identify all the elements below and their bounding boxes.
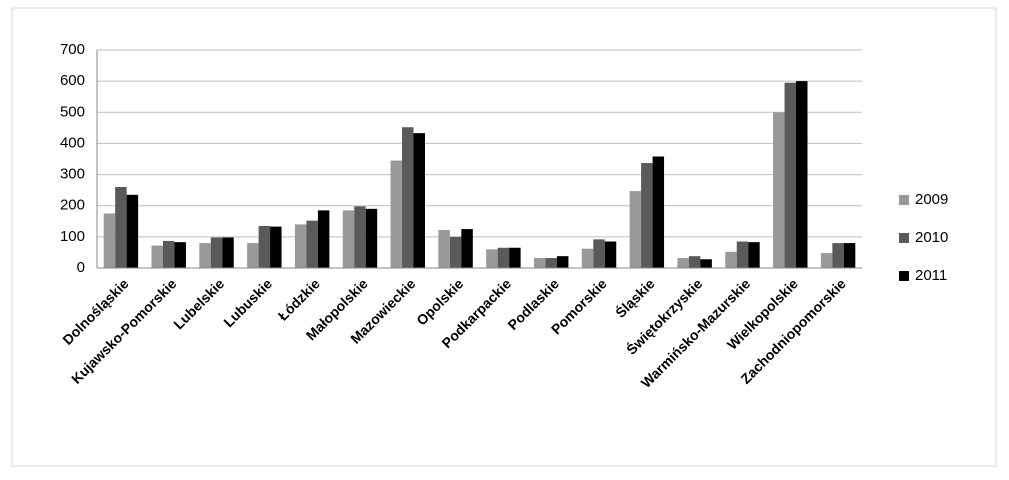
y-tick-label: 500 xyxy=(60,103,85,120)
bar xyxy=(270,226,282,268)
bar xyxy=(796,81,808,269)
legend-swatch xyxy=(899,271,909,281)
bar xyxy=(199,243,211,268)
bar xyxy=(151,245,163,268)
bar xyxy=(784,82,797,268)
bar xyxy=(688,256,701,268)
legend-label: 2011 xyxy=(915,267,947,284)
y-tick-label: 0 xyxy=(77,259,85,276)
y-tick-label: 300 xyxy=(60,166,85,183)
bar xyxy=(652,156,665,268)
legend-label: 2009 xyxy=(915,191,948,208)
bar xyxy=(174,242,186,268)
bar xyxy=(581,248,594,268)
bar xyxy=(534,258,546,268)
bar xyxy=(593,239,605,268)
bar xyxy=(497,247,510,268)
bar xyxy=(700,259,712,268)
y-tick-label: 200 xyxy=(60,197,85,214)
bar xyxy=(486,249,498,268)
bar xyxy=(342,210,355,268)
bar xyxy=(832,243,844,268)
bar xyxy=(736,241,749,268)
bar xyxy=(449,236,462,268)
bar xyxy=(545,258,557,268)
y-tick-label: 100 xyxy=(60,228,85,245)
y-tick-label: 400 xyxy=(60,134,85,151)
bar xyxy=(820,253,833,268)
bar xyxy=(748,242,760,268)
legend-swatch xyxy=(899,195,909,205)
bar xyxy=(222,237,234,268)
bar xyxy=(126,194,139,268)
bar xyxy=(103,213,116,268)
bar xyxy=(556,256,569,268)
x-tick-label: Lubelskie xyxy=(170,275,227,332)
x-tick-label: Lubuskie xyxy=(220,275,275,330)
bar xyxy=(365,208,378,268)
bar xyxy=(413,133,425,268)
bar xyxy=(317,210,330,268)
bar xyxy=(509,247,521,268)
bar xyxy=(604,241,617,268)
bar xyxy=(306,220,318,268)
bar xyxy=(641,163,653,268)
bar xyxy=(354,206,366,268)
bar xyxy=(258,225,271,268)
bar xyxy=(210,237,223,268)
bar xyxy=(843,243,856,268)
chart-frame xyxy=(11,7,997,467)
bar xyxy=(402,127,414,268)
bar xyxy=(629,191,642,268)
y-tick-label: 700 xyxy=(60,41,85,58)
bar xyxy=(438,230,450,268)
bar xyxy=(115,187,127,268)
x-tick-label: Łódzkie xyxy=(275,275,323,323)
bar xyxy=(294,224,307,268)
bar xyxy=(677,258,689,268)
x-tick-label: Śląskie xyxy=(611,275,657,321)
bar xyxy=(725,251,737,268)
bar xyxy=(247,243,259,268)
y-tick-label: 600 xyxy=(60,72,85,89)
legend-label: 2010 xyxy=(915,229,948,246)
bar xyxy=(390,160,403,268)
bar xyxy=(773,112,785,269)
bar xyxy=(162,240,175,268)
bar xyxy=(461,229,473,268)
legend-swatch xyxy=(899,233,909,243)
